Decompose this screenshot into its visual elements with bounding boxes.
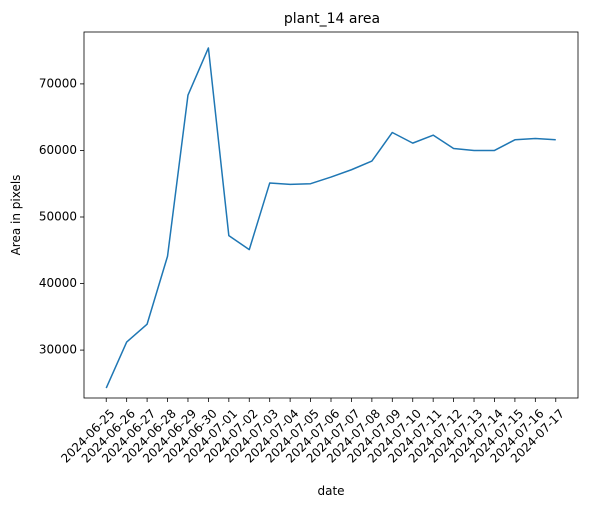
y-tick-label: 50000 — [39, 209, 77, 223]
y-tick-label: 40000 — [39, 276, 77, 290]
series-line-0 — [105, 47, 556, 389]
y-axis-title: Area in pixels — [9, 175, 23, 256]
chart-title: plant_14 area — [284, 11, 380, 27]
y-tick-label: 30000 — [39, 343, 77, 357]
y-tick-label: 70000 — [39, 76, 77, 90]
axes-frame — [83, 31, 579, 399]
x-axis-title: date — [317, 484, 344, 498]
y-tick-label: 60000 — [39, 143, 77, 157]
y-axis: 30000 40000 50000 60000 70000 — [39, 76, 84, 357]
plot-area — [105, 47, 556, 389]
